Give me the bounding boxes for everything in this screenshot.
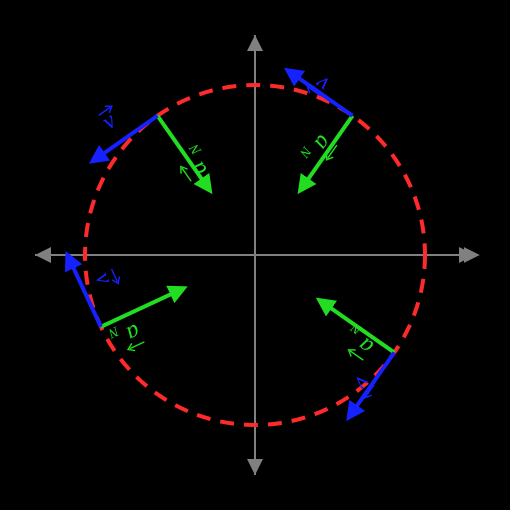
circular-motion-diagram: vaNvaNvaNvaN — [0, 0, 510, 510]
